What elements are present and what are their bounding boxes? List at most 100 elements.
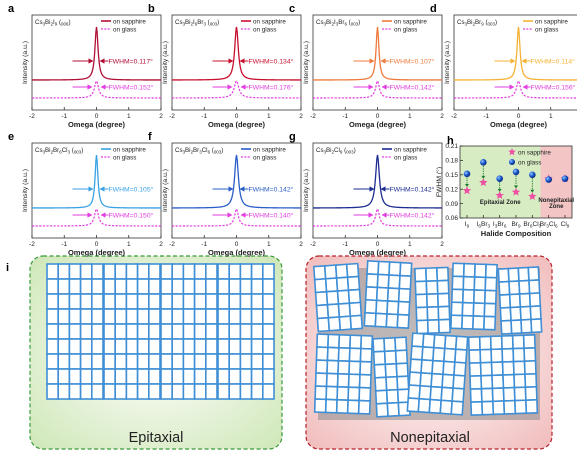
grid-cell	[91, 263, 104, 280]
grid-cell	[512, 360, 526, 376]
grid-cell	[418, 384, 432, 401]
grid-cell	[57, 353, 71, 370]
point-on-glass	[529, 171, 536, 179]
grid-cell	[314, 372, 328, 388]
grid-cell	[480, 387, 494, 403]
grid-cell	[103, 368, 116, 385]
grid-cell	[261, 278, 275, 295]
grid-cell	[478, 335, 492, 351]
grid-cell	[407, 384, 421, 400]
y-tick-label: 0.12	[445, 186, 458, 193]
panel-title: Cs3Bi2I3Br6 (003)	[316, 19, 360, 27]
grid-cell	[385, 313, 399, 329]
grid-cell	[261, 263, 275, 280]
point-on-sapphire	[479, 178, 488, 187]
grid-cell	[79, 308, 93, 325]
grid-cell	[397, 287, 412, 303]
x-tick-label: 1	[408, 241, 412, 248]
grid-cell	[347, 288, 362, 305]
grid-cell	[372, 350, 387, 366]
grid-cell	[348, 347, 362, 363]
grid-cell	[114, 383, 128, 400]
nonepitaxial-block	[363, 260, 413, 329]
grid-cell	[261, 368, 275, 385]
grid-cell	[426, 305, 440, 322]
grid-cell	[148, 293, 161, 310]
y-axis-label: Intensity (a.u.)	[444, 41, 451, 84]
x-tick-label: 2	[440, 241, 444, 248]
grid-cell	[383, 336, 397, 353]
panel-title: Cs3Bi2I9 (006)	[35, 19, 71, 27]
grid-cell	[193, 368, 207, 385]
grid-cell	[171, 278, 185, 295]
x-tick-label: 2	[299, 113, 303, 120]
fwhm-arrowhead-glass	[368, 84, 374, 90]
grid-cell	[385, 375, 399, 392]
grid-cell	[79, 278, 93, 295]
grid-cell	[491, 387, 505, 403]
grid-cell	[193, 353, 207, 370]
fwhm-arrowhead-glass	[368, 212, 374, 218]
x-tick-label: Br3Cl6	[540, 221, 558, 229]
grid-cell	[468, 348, 482, 364]
grid-cell	[239, 323, 253, 340]
grid-cell	[365, 273, 379, 289]
nonepitaxial-block	[414, 266, 451, 335]
grid-cell	[46, 263, 59, 280]
grid-cell	[79, 383, 93, 400]
grid-cell	[514, 399, 528, 415]
grid-cell	[171, 263, 185, 280]
legend-label-sapphire: on sapphire	[535, 19, 568, 26]
grid-cell	[470, 400, 484, 416]
y-axis-label: Intensity (a.u.)	[303, 169, 310, 212]
panel-label: e	[8, 131, 14, 143]
grid-cell	[443, 347, 457, 364]
grid-cell	[376, 273, 390, 289]
fwhm-arrowhead-sapphire	[239, 186, 245, 192]
epitaxial-zone-bg	[460, 146, 541, 218]
grid-cell	[125, 293, 139, 310]
x-tick-label: 2	[299, 241, 303, 248]
grid-cell	[325, 372, 339, 388]
grid-cell	[502, 386, 516, 402]
grid-cell	[326, 346, 340, 362]
grid-cell	[250, 293, 264, 310]
panel-label: b	[148, 3, 155, 15]
x-tick-label: -2	[310, 113, 316, 120]
grid-cell	[57, 278, 71, 295]
grid-cell	[228, 308, 242, 325]
legend-marker-glass	[509, 159, 515, 165]
legend-label-sapphire: on sapphire	[518, 150, 551, 157]
legend-label-glass: on glass	[253, 27, 276, 34]
grid-cell	[327, 316, 342, 332]
x-tick-label: -1	[342, 241, 348, 248]
grid-cell	[68, 338, 82, 355]
nonepitaxial-block	[450, 262, 498, 331]
x-tick-label: 0	[235, 113, 239, 120]
x-tick-label: 2	[440, 113, 444, 120]
grid-cell	[46, 338, 59, 355]
grid-cell	[420, 359, 434, 375]
grid-cell	[46, 293, 59, 310]
x-tick-label: 1	[267, 241, 271, 248]
y-tick-label: 0.18	[445, 158, 458, 165]
grid-cell	[148, 278, 161, 295]
grid-cell	[136, 263, 150, 280]
grid-cell	[217, 368, 230, 385]
panel-i-label: i	[6, 262, 9, 274]
grid-cell	[451, 262, 465, 278]
grid-cell	[375, 286, 390, 302]
grid-cell	[250, 368, 264, 385]
nonepitaxial-zone-bg	[540, 146, 572, 218]
grid-cell	[125, 383, 139, 400]
grid-cell	[79, 263, 93, 280]
grid-cell	[57, 308, 71, 325]
grid-cell	[315, 346, 329, 362]
grid-cell	[313, 277, 328, 294]
zone-label-nonepitaxial: Nonepitaxial Zone	[538, 198, 574, 210]
grid-cell	[261, 353, 275, 370]
grid-cell	[103, 308, 116, 325]
